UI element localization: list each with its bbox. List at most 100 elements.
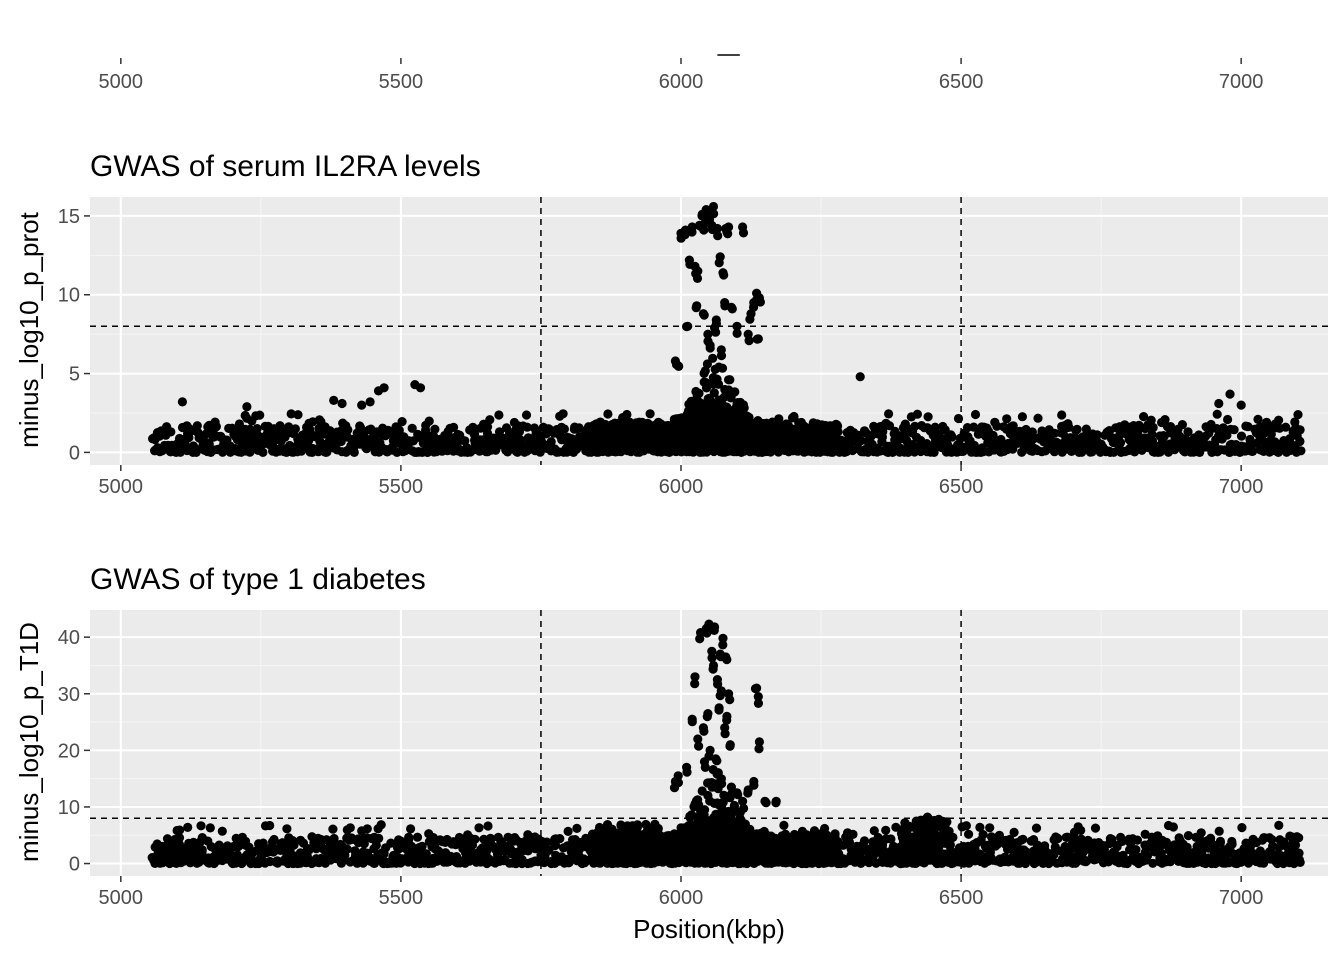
- data-point: [470, 834, 480, 844]
- data-point: [1206, 833, 1216, 843]
- data-point: [1005, 834, 1015, 845]
- data-point: [174, 833, 185, 843]
- data-point: [1027, 427, 1037, 437]
- y-tick-label: 5: [69, 364, 80, 386]
- data-point: [693, 734, 703, 744]
- data-point: [460, 436, 470, 446]
- data-point: [1076, 834, 1086, 844]
- data-point: [718, 633, 728, 643]
- data-point: [912, 409, 923, 419]
- data-point: [712, 223, 723, 234]
- data-point: [1132, 835, 1142, 845]
- data-point: [1076, 825, 1086, 836]
- data-point: [869, 826, 879, 836]
- data-point: [753, 692, 763, 702]
- data-point: [1223, 414, 1233, 425]
- data-point: [365, 397, 375, 407]
- data-point: [558, 409, 568, 419]
- data-point: [753, 698, 764, 709]
- data-point: [839, 447, 850, 457]
- data-point: [1247, 446, 1257, 456]
- data-point: [970, 409, 981, 420]
- data-point: [463, 830, 473, 840]
- data-point: [700, 366, 710, 376]
- data-point: [622, 409, 632, 420]
- data-point: [1053, 833, 1063, 843]
- data-point: [730, 387, 740, 397]
- data-point: [1294, 848, 1304, 858]
- data-point: [653, 823, 663, 834]
- data-point: [1262, 417, 1272, 427]
- data-point: [449, 422, 459, 432]
- data-point: [1295, 436, 1305, 446]
- data-point: [1182, 842, 1192, 852]
- panel-2-title: GWAS of type 1 diabetes: [90, 563, 426, 596]
- data-point: [743, 788, 753, 798]
- data-point: [758, 447, 768, 457]
- data-point: [1146, 415, 1156, 425]
- data-point: [705, 343, 715, 353]
- data-point: [1236, 431, 1247, 441]
- data-point: [682, 767, 692, 777]
- data-point: [337, 398, 347, 409]
- data-point: [373, 833, 383, 844]
- data-point: [1177, 420, 1187, 430]
- data-point: [555, 834, 565, 844]
- data-point: [407, 423, 417, 433]
- data-point: [718, 797, 728, 808]
- data-point: [708, 821, 718, 831]
- data-point: [833, 836, 843, 847]
- data-point: [720, 729, 730, 739]
- gene-track-x-axis: 5000 5500 6000 6500 7000: [99, 58, 1263, 93]
- data-point: [744, 336, 754, 346]
- data-point: [714, 705, 724, 715]
- data-point: [725, 741, 735, 751]
- data-point: [379, 848, 389, 859]
- data-point: [754, 433, 765, 443]
- data-point: [779, 820, 789, 831]
- data-point: [652, 850, 663, 860]
- data-point: [1031, 823, 1042, 833]
- data-point: [1107, 834, 1117, 845]
- data-point: [729, 438, 739, 448]
- data-point: [483, 821, 493, 831]
- data-point: [379, 383, 389, 393]
- data-point: [944, 826, 954, 836]
- data-point: [757, 853, 767, 863]
- data-point: [714, 258, 724, 268]
- data-point: [910, 421, 920, 431]
- data-point: [494, 410, 504, 420]
- data-point: [1295, 425, 1305, 435]
- data-point: [177, 397, 187, 407]
- data-point: [755, 297, 766, 307]
- panel-1-y-axis-label: minus_log10_p_prot: [14, 211, 44, 447]
- data-point: [713, 379, 724, 389]
- data-point: [1148, 422, 1158, 433]
- data-point: [397, 417, 407, 427]
- data-point: [707, 646, 717, 656]
- data-point: [1033, 413, 1043, 423]
- data-point: [651, 843, 661, 853]
- data-point: [692, 273, 703, 283]
- data-point: [699, 225, 709, 235]
- data-point: [424, 416, 434, 426]
- x-tick-label: 5000: [99, 476, 144, 498]
- data-point: [713, 679, 723, 689]
- data-point: [848, 829, 858, 840]
- data-point: [258, 447, 268, 457]
- data-point: [1267, 835, 1277, 845]
- data-point: [832, 440, 842, 450]
- y-tick-label: 10: [58, 285, 80, 307]
- data-point: [386, 838, 396, 848]
- data-point: [712, 756, 722, 766]
- data-point: [343, 425, 353, 435]
- data-point: [947, 432, 957, 442]
- x-tick-label: 6500: [939, 71, 984, 93]
- data-point: [708, 664, 718, 674]
- data-point: [1290, 840, 1301, 850]
- data-point: [773, 418, 784, 428]
- data-point: [732, 328, 742, 338]
